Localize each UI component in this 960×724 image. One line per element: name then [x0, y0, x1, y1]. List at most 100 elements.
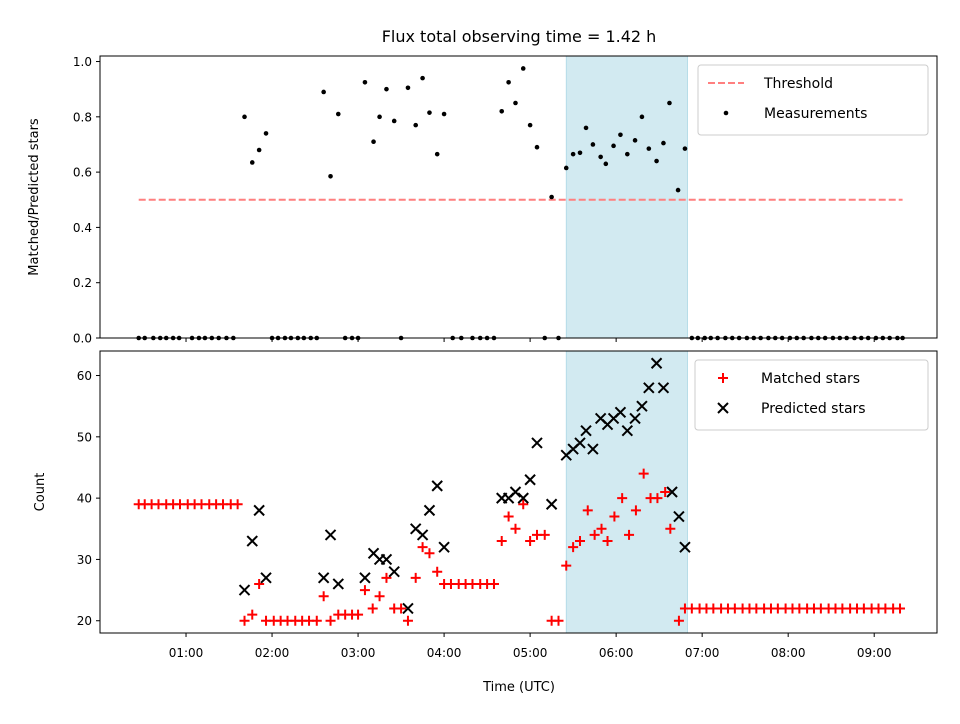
y-tick-label: 0.8: [73, 110, 92, 124]
y-tick-label: 40: [77, 492, 92, 506]
matched-stars-point: [325, 615, 336, 626]
measurements-point: [603, 161, 609, 167]
bottom-panel-counts: 01:00 02:00 03:00 04:00 05:00 06:00 07:00 08:00…: [33, 350, 938, 660]
matched-stars-point: [417, 542, 428, 553]
predicted-stars-point: [574, 437, 586, 449]
measurements-point: [646, 146, 652, 151]
measurements-point: [625, 151, 630, 157]
predicted-stars-point: [246, 535, 258, 547]
matched-stars-point: [359, 585, 370, 596]
predicted-stars-point: [643, 382, 655, 394]
matched-stars-point: [624, 529, 635, 540]
matched-stars-point: [488, 578, 499, 589]
x-tick-label: 03:00: [341, 646, 376, 660]
predicted-stars-point: [402, 602, 414, 615]
legend-box: [697, 64, 929, 136]
measurements-point: [632, 138, 638, 143]
x-tick-label: 07:00: [685, 646, 720, 660]
x-tick-label: 09:00: [857, 646, 892, 660]
measurements-point: [520, 66, 526, 71]
measurements-point: [391, 118, 397, 124]
y-axis-label: Matched/Predicted stars: [27, 118, 42, 276]
matched-stars-point: [525, 536, 536, 547]
measurements-point: [583, 125, 589, 131]
measurements-point: [249, 160, 255, 165]
matched-stars-point: [617, 493, 628, 504]
measurements-point: [434, 151, 440, 157]
y-tick-label: 50: [77, 430, 92, 444]
y-tick-label: 20: [77, 614, 92, 628]
matched-stars-point: [254, 578, 265, 589]
measurements-point: [420, 75, 425, 81]
measurements-point: [563, 165, 569, 171]
predicted-stars-point: [587, 443, 599, 455]
predicted-stars-point: [332, 578, 344, 590]
legend-measurements-swatch: [723, 110, 729, 116]
predicted-stars-point: [416, 529, 429, 541]
measurements-point: [499, 108, 505, 114]
matched-stars-point: [630, 505, 641, 516]
y-tick-label: 30: [77, 553, 92, 567]
matched-stars-point: [396, 603, 407, 614]
matched-stars-point: [318, 591, 329, 602]
predicted-stars-point: [438, 541, 450, 553]
predicted-stars-point: [673, 510, 685, 523]
measurements-point: [413, 122, 419, 128]
measurements-point: [256, 147, 262, 153]
legend-predicted-stars-swatch: [717, 402, 729, 414]
predicted-stars-point: [517, 492, 529, 504]
x-tick-label: 04:00: [427, 646, 462, 660]
top-panel-ratio: 0.0 0.2 0.4 0.6 0.8 1.0 Matched/Predicted star…: [27, 55, 938, 346]
matched-stars-point: [895, 603, 906, 614]
chart-title: Flux total observing time = 1.42 h: [382, 27, 657, 46]
predicted-stars-point: [359, 572, 371, 584]
predicted-stars-point: [431, 480, 443, 492]
predicted-stars-point: [650, 357, 663, 369]
matched-stars-point: [609, 511, 620, 522]
predicted-stars-point: [238, 584, 251, 596]
predicted-stars-point: [629, 412, 641, 425]
y-tick-label: 0.6: [73, 166, 92, 180]
x-tick-label: 01:00: [169, 646, 204, 660]
x-tick-label: 06:00: [599, 646, 634, 660]
matched-stars-series: [133, 468, 906, 626]
y-tick-label: 0.2: [73, 276, 92, 290]
matched-stars-point: [561, 560, 572, 571]
measurements-point: [667, 100, 672, 106]
predicted-stars-point: [666, 486, 678, 498]
legend-matched-stars-swatch: [718, 373, 728, 383]
matched-stars-point: [239, 615, 250, 626]
predicted-stars-point: [614, 406, 627, 419]
matched-stars-point: [432, 566, 443, 577]
predicted-stars-point: [545, 498, 558, 510]
legend-label: Predicted stars: [761, 401, 866, 417]
measurements-point: [405, 85, 411, 91]
matched-stars-point: [673, 615, 684, 626]
measurements-point: [570, 151, 576, 157]
x-tick-label: 05:00: [513, 646, 548, 660]
matched-stars-point: [510, 523, 521, 534]
measurements-point: [598, 154, 603, 160]
matched-stars-point: [232, 499, 243, 510]
matched-stars-point: [602, 536, 613, 547]
legend-label: Threshold: [763, 76, 833, 92]
matched-stars-point: [247, 609, 258, 620]
y-tick-label: 0.4: [73, 221, 92, 235]
measurements-point: [682, 146, 688, 151]
y-tick-label: 60: [77, 369, 92, 383]
measurements-point: [377, 114, 382, 120]
y-tick-label: 0.0: [73, 332, 92, 346]
matched-stars-point: [402, 615, 413, 626]
measurements-point: [506, 79, 511, 85]
measurements-point: [639, 114, 645, 120]
matched-stars-point: [311, 615, 322, 626]
matched-stars-point: [410, 572, 421, 583]
matched-stars-point: [596, 523, 607, 534]
predicted-stars-point: [636, 400, 648, 412]
matched-stars-point: [539, 529, 550, 540]
matched-stars-point: [575, 536, 586, 547]
measurements-point: [549, 194, 554, 200]
x-axis-label: Time (UTC): [482, 680, 555, 695]
x-tick-label: 02:00: [255, 646, 290, 660]
